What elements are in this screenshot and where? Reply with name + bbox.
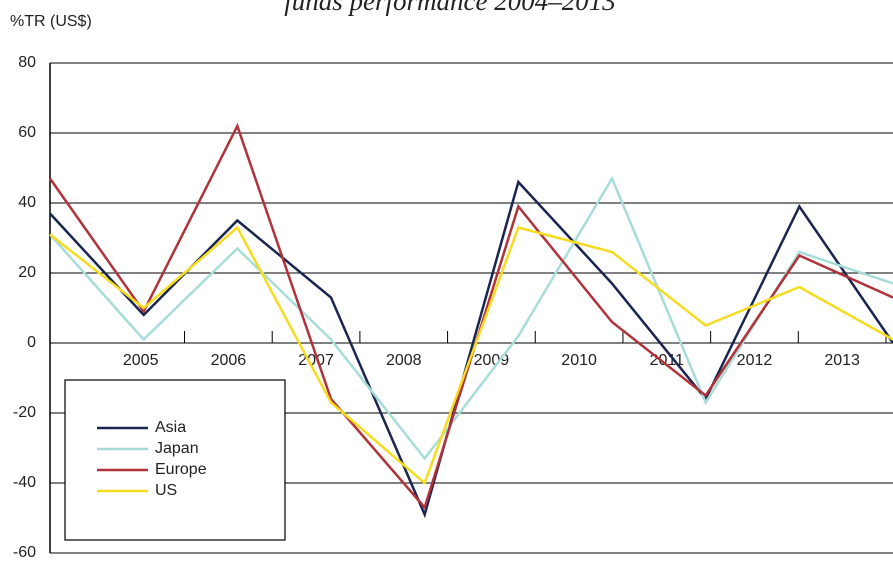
- y-tick-label: 20: [18, 264, 36, 281]
- x-tick-label: 2005: [123, 352, 159, 369]
- x-tick-label: 2009: [474, 352, 510, 369]
- x-tick-label: 2010: [561, 352, 597, 369]
- y-tick-label: 0: [27, 334, 36, 351]
- y-tick-label: 60: [18, 124, 36, 141]
- x-tick-label: 2008: [386, 352, 422, 369]
- legend-label: Japan: [155, 440, 199, 457]
- x-tick-label: 2011: [650, 352, 685, 369]
- y-tick-label: 80: [18, 54, 36, 71]
- series-line: [49, 225, 893, 486]
- y-tick-label: -20: [13, 404, 36, 421]
- y-tick-label: -40: [13, 474, 36, 491]
- legend-box: [64, 379, 286, 541]
- x-tick-label: 2013: [824, 352, 860, 369]
- legend-label: Asia: [155, 419, 186, 436]
- x-tick-label: 2012: [737, 352, 773, 369]
- chart-title: funds performance 2004–2013: [284, 0, 615, 16]
- legend-label: Europe: [155, 461, 207, 478]
- x-tick-label: 2006: [211, 352, 247, 369]
- y-axis-label: %TR (US$): [10, 13, 92, 30]
- y-tick-label: -60: [13, 544, 36, 561]
- legend-label: US: [155, 482, 177, 499]
- y-tick-label: 40: [18, 194, 36, 211]
